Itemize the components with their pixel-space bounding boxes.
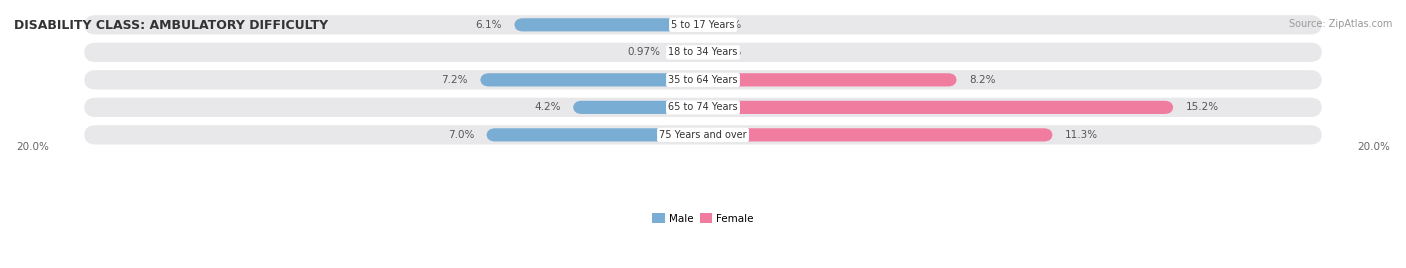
Text: Source: ZipAtlas.com: Source: ZipAtlas.com: [1288, 19, 1392, 29]
FancyBboxPatch shape: [703, 73, 956, 87]
Text: 20.0%: 20.0%: [17, 142, 49, 152]
Text: 0.0%: 0.0%: [716, 20, 741, 30]
FancyBboxPatch shape: [84, 43, 1322, 62]
FancyBboxPatch shape: [574, 101, 703, 114]
Text: 7.2%: 7.2%: [441, 75, 468, 85]
Text: 20.0%: 20.0%: [1357, 142, 1389, 152]
FancyBboxPatch shape: [481, 73, 703, 87]
FancyBboxPatch shape: [84, 15, 1322, 35]
Text: DISABILITY CLASS: AMBULATORY DIFFICULTY: DISABILITY CLASS: AMBULATORY DIFFICULTY: [14, 19, 328, 32]
FancyBboxPatch shape: [703, 101, 1173, 114]
Text: 75 Years and over: 75 Years and over: [659, 130, 747, 140]
Text: 65 to 74 Years: 65 to 74 Years: [668, 102, 738, 112]
Text: 11.3%: 11.3%: [1064, 130, 1098, 140]
Text: 5 to 17 Years: 5 to 17 Years: [671, 20, 735, 30]
FancyBboxPatch shape: [703, 128, 1053, 142]
Text: 8.2%: 8.2%: [969, 75, 995, 85]
FancyBboxPatch shape: [515, 18, 703, 31]
FancyBboxPatch shape: [673, 46, 703, 59]
FancyBboxPatch shape: [84, 70, 1322, 90]
Text: 0.97%: 0.97%: [627, 47, 661, 57]
Text: 35 to 64 Years: 35 to 64 Years: [668, 75, 738, 85]
FancyBboxPatch shape: [486, 128, 703, 142]
Text: 0.0%: 0.0%: [716, 47, 741, 57]
Text: 4.2%: 4.2%: [534, 102, 561, 112]
FancyBboxPatch shape: [84, 98, 1322, 117]
Legend: Male, Female: Male, Female: [648, 209, 758, 228]
FancyBboxPatch shape: [84, 125, 1322, 144]
Text: 6.1%: 6.1%: [475, 20, 502, 30]
Text: 18 to 34 Years: 18 to 34 Years: [668, 47, 738, 57]
Text: 15.2%: 15.2%: [1185, 102, 1219, 112]
Text: 7.0%: 7.0%: [447, 130, 474, 140]
